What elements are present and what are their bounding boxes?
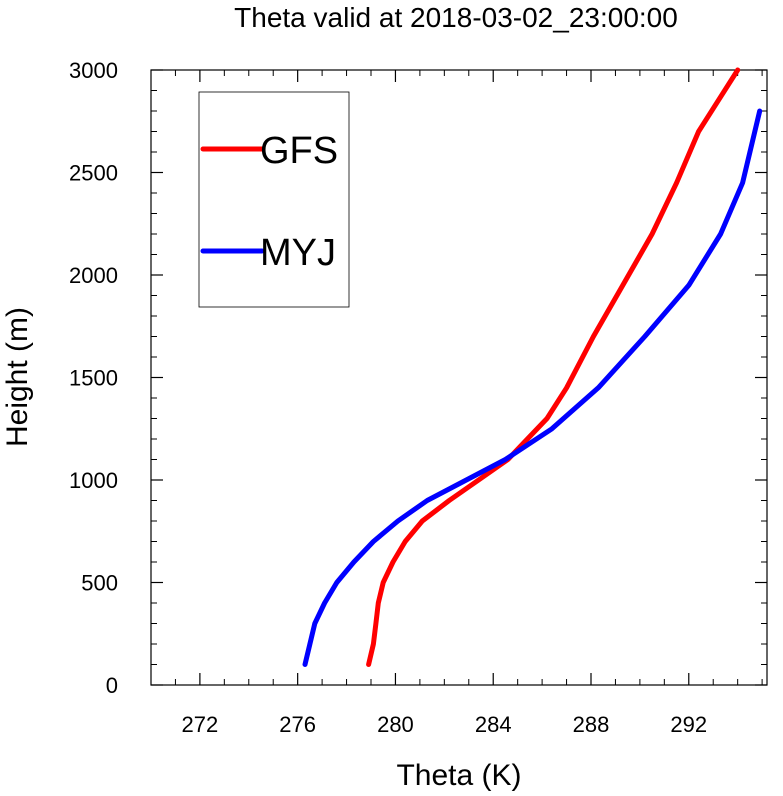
axis-tick-labels: 272 276 280 284 288 292 0 500 1000 1500 2000 2500 30…	[69, 58, 707, 737]
x-tick-label: 284	[475, 712, 512, 737]
legend-label-gfs: GFS	[260, 130, 338, 172]
x-tick-label: 288	[573, 712, 610, 737]
x-tick-label: 280	[377, 712, 414, 737]
y-tick-label: 500	[81, 571, 118, 596]
chart-title: Theta valid at 2018-03-02_23:00:00	[234, 2, 678, 33]
y-tick-label: 0	[106, 673, 118, 698]
x-tick-label: 292	[670, 712, 707, 737]
x-tick-label: 272	[182, 712, 219, 737]
series-lines	[302, 67, 763, 667]
legend: GFS MYJ	[198, 91, 350, 308]
plot-frame	[150, 69, 768, 686]
x-tick-label: 276	[279, 712, 316, 737]
y-axis-title: Height (m)	[1, 307, 34, 447]
x-axis-title: Theta (K)	[396, 759, 521, 792]
legend-label-myj: MYJ	[260, 232, 336, 274]
axis-ticks	[150, 69, 767, 686]
y-tick-label: 2000	[69, 263, 118, 288]
y-tick-label: 1500	[69, 366, 118, 391]
y-tick-label: 3000	[69, 58, 118, 83]
series-line-myj	[302, 108, 763, 667]
legend-box	[198, 91, 350, 308]
y-tick-label: 2500	[69, 161, 118, 186]
series-line-gfs	[366, 67, 741, 667]
y-tick-label: 1000	[69, 468, 118, 493]
